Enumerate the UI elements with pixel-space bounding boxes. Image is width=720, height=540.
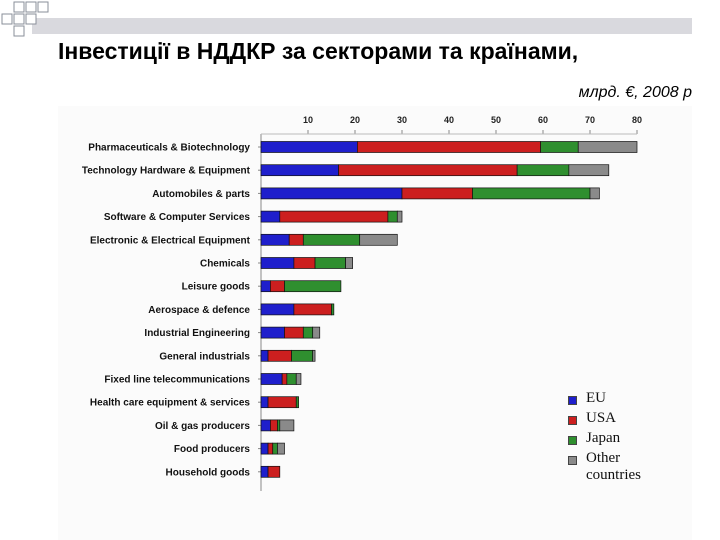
x-tick-label: 10 xyxy=(303,115,313,125)
x-tick-label: 30 xyxy=(397,115,407,125)
bar-segment xyxy=(314,257,346,269)
bar-segment xyxy=(260,326,285,339)
bar-segment xyxy=(279,210,389,223)
bar-segment xyxy=(270,280,285,293)
x-tick-label: 50 xyxy=(491,115,501,125)
header-decoration-line xyxy=(32,18,692,34)
x-tick-label: 70 xyxy=(585,115,595,125)
x-tick-label: 20 xyxy=(350,115,360,125)
chart-legend: EU USA Japan Other countries xyxy=(568,390,666,486)
bar-segment xyxy=(260,419,271,432)
stacked-bar-chart: 10 20 30 40 50 60 70 80 Pharmaceuticals & Biotec… xyxy=(82,115,642,491)
bar-segment xyxy=(312,349,316,362)
bar-segment xyxy=(540,141,579,153)
bar-segment xyxy=(284,326,304,339)
bar-segment xyxy=(396,210,403,223)
bar-segment xyxy=(291,349,314,362)
bar-segment xyxy=(260,164,339,177)
legend-item-other: Other countries xyxy=(568,450,666,486)
chart-area: 10 20 30 40 50 60 70 80 Pharmaceuticals & Biotec… xyxy=(58,106,692,540)
category-label: Industrial Engineering xyxy=(144,328,250,339)
bar-segment xyxy=(295,396,299,409)
bar-segment xyxy=(387,210,398,223)
category-label: Software & Computer Services xyxy=(104,212,251,223)
legend-swatch-eu xyxy=(568,396,577,405)
legend-label-eu: EU xyxy=(586,390,606,406)
category-label: Oil & gas producers xyxy=(155,421,250,432)
x-tick-label: 40 xyxy=(444,115,454,125)
bar-segment xyxy=(312,326,321,339)
bar-segment xyxy=(345,257,354,269)
bar-segment xyxy=(577,141,638,153)
legend-item-eu: EU xyxy=(568,390,666,410)
bar-segment xyxy=(286,373,297,385)
page-subtitle: млрд. €, 2008 р xyxy=(578,84,692,101)
legend-swatch-usa xyxy=(568,416,577,425)
bar-segment xyxy=(284,280,342,293)
bar-segment xyxy=(359,233,398,246)
legend-item-usa: USA xyxy=(568,410,666,430)
bar-segment xyxy=(260,396,269,409)
legend-item-japan: Japan xyxy=(568,430,666,450)
bar-segment xyxy=(302,233,361,246)
bar-segment xyxy=(260,373,283,385)
bar-segment xyxy=(260,465,269,478)
bar-segment xyxy=(589,187,600,200)
bar-segment xyxy=(281,373,288,385)
x-tick-label: 80 xyxy=(632,115,642,125)
category-label: Chemicals xyxy=(200,259,250,270)
bar-segment xyxy=(279,419,295,432)
bar-segment xyxy=(293,257,316,269)
bar-segment xyxy=(260,280,271,293)
bar-segment xyxy=(260,233,290,246)
bar-segment xyxy=(272,442,278,455)
legend-label-other: Other countries xyxy=(586,450,641,483)
bar-segment xyxy=(302,326,314,339)
header-decoration-squares xyxy=(1,1,49,37)
bar-segment xyxy=(267,349,292,362)
category-label: Fixed line telecommunications xyxy=(104,375,250,386)
bar-segment xyxy=(260,257,295,269)
bar-segment xyxy=(472,187,591,200)
bar-segment xyxy=(260,442,269,455)
bar-segment xyxy=(357,141,542,153)
bar-segment xyxy=(260,187,403,200)
legend-label-japan: Japan xyxy=(586,430,621,446)
bar-segment xyxy=(267,396,297,409)
legend-label-usa: USA xyxy=(586,410,617,426)
category-label: Automobiles & parts xyxy=(152,189,250,200)
bar-segment xyxy=(267,442,274,455)
bar-segment xyxy=(270,419,278,432)
bar-segment xyxy=(516,164,570,177)
category-label: Leisure goods xyxy=(182,282,251,293)
category-label: Electronic & Electrical Equipment xyxy=(90,235,251,246)
category-label: Aerospace & defence xyxy=(148,305,250,316)
bar-segment xyxy=(277,442,285,455)
bar-segment xyxy=(260,349,269,362)
category-label: Health care equipment & services xyxy=(90,398,251,409)
bar-segment xyxy=(295,373,302,385)
bar-segment xyxy=(267,465,281,478)
x-tick-label: 60 xyxy=(538,115,548,125)
bar-segment xyxy=(288,233,304,246)
category-label: General industrials xyxy=(159,351,250,362)
bar-segment xyxy=(260,141,358,153)
category-label: Household goods xyxy=(166,467,251,478)
bar-segment xyxy=(338,164,518,177)
category-label: Food producers xyxy=(174,444,251,455)
legend-swatch-japan xyxy=(568,436,577,445)
bar-segment xyxy=(401,187,473,200)
category-label: Technology Hardware & Equipment xyxy=(82,166,251,177)
bar-segment xyxy=(260,210,281,223)
category-label: Pharmaceuticals & Biotechnology xyxy=(88,143,250,154)
bar-segment xyxy=(277,419,281,432)
bar-segment xyxy=(293,303,332,316)
bar-segment xyxy=(331,303,335,316)
legend-swatch-other xyxy=(568,456,577,465)
bar-segment xyxy=(568,164,610,177)
bar-segment xyxy=(260,303,295,316)
page-title: Інвестиції в НДДКР за секторами та країн… xyxy=(58,38,579,64)
